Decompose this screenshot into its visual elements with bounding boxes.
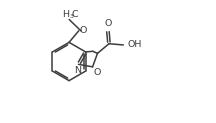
Text: C: C: [71, 10, 78, 19]
Text: 3: 3: [70, 14, 73, 19]
Text: O: O: [79, 26, 87, 35]
Text: O: O: [93, 69, 100, 77]
Text: H: H: [62, 10, 69, 19]
Text: N: N: [74, 66, 81, 75]
Text: OH: OH: [127, 40, 142, 49]
Text: O: O: [104, 19, 111, 28]
